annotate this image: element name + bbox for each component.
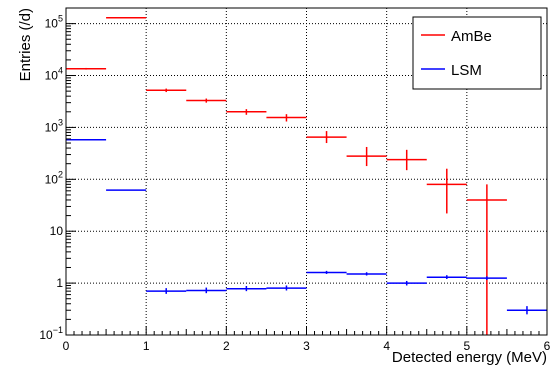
x-tick-label: 5 bbox=[463, 339, 470, 353]
y-tick-label: 10 bbox=[50, 224, 64, 238]
data-point bbox=[146, 288, 187, 294]
y-tick-label: 10−1 bbox=[39, 325, 63, 342]
y-tick-label: 1 bbox=[56, 276, 63, 290]
data-point bbox=[106, 189, 147, 191]
legend-label: LSM bbox=[451, 62, 482, 79]
data-point bbox=[386, 149, 427, 171]
x-tick-label: 6 bbox=[544, 339, 551, 353]
data-point bbox=[306, 270, 347, 274]
y-tick-label: 103 bbox=[45, 117, 63, 134]
legend-entry-ambe: AmBe bbox=[421, 28, 492, 45]
data-point bbox=[106, 16, 147, 19]
data-point bbox=[186, 98, 227, 103]
data-point bbox=[426, 275, 467, 279]
axis-ticks bbox=[65, 7, 548, 336]
legend-entry-lsm: LSM bbox=[421, 62, 482, 79]
data-point bbox=[226, 285, 267, 292]
data-point bbox=[226, 109, 267, 115]
x-tick-label: 2 bbox=[223, 339, 230, 353]
data-point bbox=[426, 168, 467, 214]
y-tick-label: 104 bbox=[45, 66, 63, 83]
y-tick-labels: 10−1 1 10 102 103 104 105 bbox=[39, 14, 63, 342]
legend: AmBe LSM bbox=[412, 16, 542, 90]
data-point bbox=[306, 131, 347, 144]
y-axis-title: Entries (/d) bbox=[17, 8, 34, 81]
grid bbox=[66, 8, 547, 335]
x-tick-label: 1 bbox=[143, 339, 150, 353]
data-point bbox=[386, 280, 427, 286]
data-point bbox=[466, 184, 507, 335]
data-point bbox=[466, 276, 507, 280]
x-tick-label: 0 bbox=[63, 339, 70, 353]
data-point bbox=[346, 272, 387, 276]
legend-box bbox=[412, 16, 542, 90]
data-point bbox=[346, 146, 387, 167]
y-tick-label: 102 bbox=[45, 169, 63, 186]
data-point bbox=[266, 285, 307, 291]
x-tick-label: 4 bbox=[383, 339, 390, 353]
data-point bbox=[506, 306, 547, 315]
y-tick-label: 105 bbox=[45, 14, 63, 31]
data-point bbox=[186, 287, 227, 294]
data-point bbox=[146, 88, 187, 93]
x-axis-title: Detected energy (MeV) bbox=[392, 349, 547, 366]
series-ambe bbox=[66, 16, 507, 335]
x-tick-label: 3 bbox=[303, 339, 310, 353]
data-point bbox=[266, 114, 307, 122]
legend-label: AmBe bbox=[451, 28, 492, 45]
series-lsm bbox=[66, 138, 547, 315]
data-series bbox=[66, 16, 547, 335]
data-point bbox=[66, 67, 107, 70]
x-tick-labels: 0 1 2 3 4 5 6 bbox=[63, 339, 551, 353]
